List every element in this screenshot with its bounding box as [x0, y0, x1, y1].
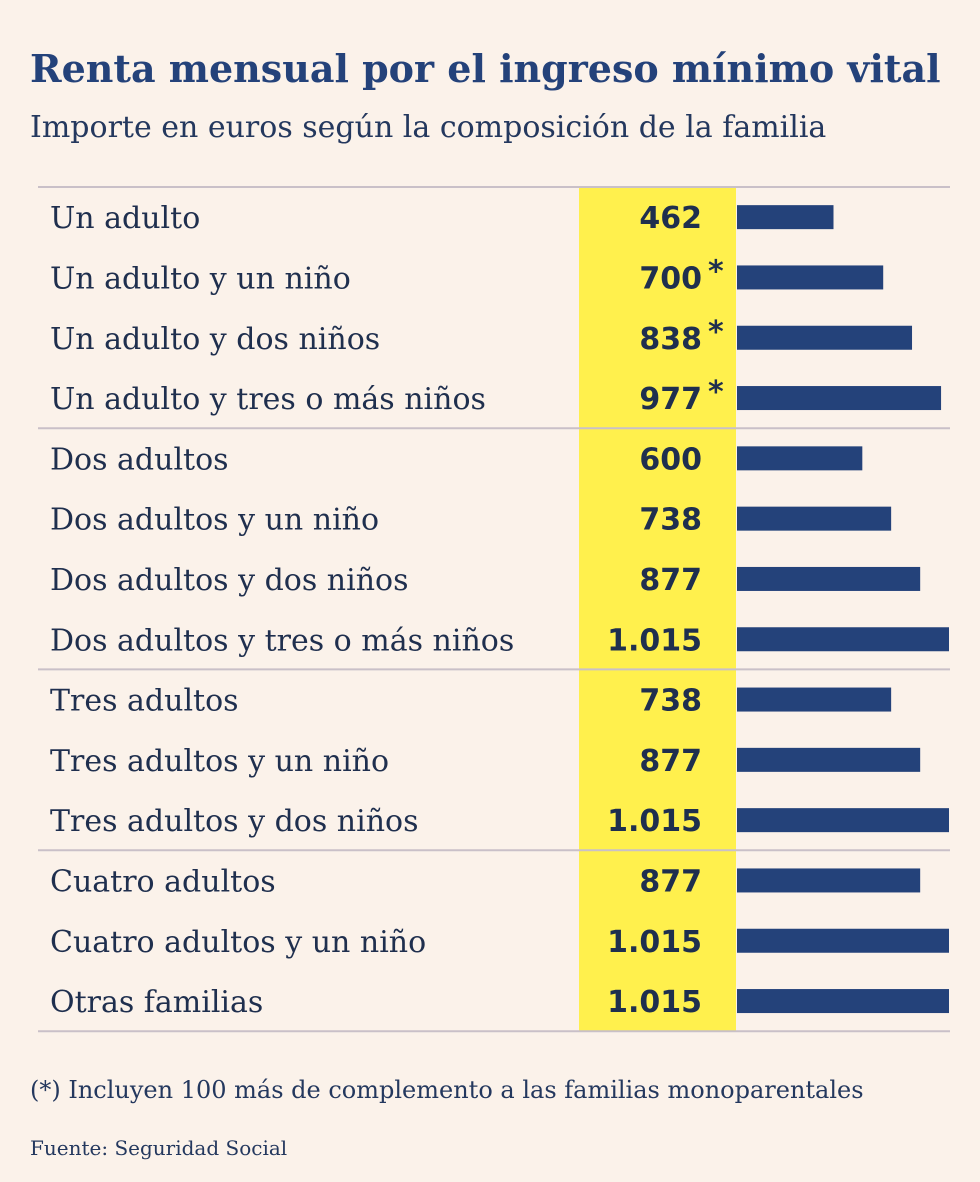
bar: [737, 627, 949, 652]
bar: [737, 747, 921, 772]
bar: [737, 446, 863, 471]
footnote: (*) Incluyen 100 más de complemento a la…: [30, 1076, 864, 1104]
bar: [737, 808, 949, 833]
category-label: Tres adultos y un niño: [50, 744, 389, 779]
category-label: Cuatro adultos: [50, 864, 276, 899]
bar: [737, 386, 942, 411]
bar: [737, 868, 921, 893]
bar: [737, 506, 892, 531]
category-label: Un adulto y dos niños: [50, 322, 380, 357]
category-label: Otras familias: [50, 985, 263, 1020]
bar: [737, 265, 884, 290]
category-label: Tres adultos y dos niños: [50, 804, 418, 839]
value-column-highlight: [579, 187, 736, 1032]
asterisk-marker: *: [708, 315, 724, 350]
bar: [737, 566, 921, 591]
category-label: Un adulto: [50, 201, 200, 236]
value-label: 1.015: [607, 804, 702, 839]
category-label: Un adulto y un niño: [50, 261, 351, 296]
value-label: 1.015: [607, 985, 702, 1020]
chart-title: Renta mensual por el ingreso mínimo vita…: [30, 46, 941, 91]
value-label: 1.015: [607, 925, 702, 960]
category-label: Dos adultos y un niño: [50, 503, 379, 538]
value-label: 877: [639, 563, 702, 598]
bar: [737, 205, 834, 230]
value-label: 838: [639, 322, 702, 357]
bar: [737, 928, 949, 953]
value-label: 877: [639, 864, 702, 899]
bar: [737, 325, 913, 350]
category-label: Dos adultos: [50, 442, 229, 477]
value-label: 462: [639, 201, 702, 236]
value-label: 600: [639, 442, 702, 477]
bar: [737, 989, 949, 1014]
value-label: 977: [639, 382, 702, 417]
category-label: Dos adultos y dos niños: [50, 563, 408, 598]
value-label: 738: [639, 684, 702, 719]
category-label: Tres adultos: [50, 684, 239, 719]
source-note: Fuente: Seguridad Social: [30, 1136, 288, 1160]
value-label: 877: [639, 744, 702, 779]
value-label: 700: [639, 261, 702, 296]
asterisk-marker: *: [708, 254, 724, 289]
value-label: 1.015: [607, 623, 702, 658]
chart-subtitle: Importe en euros según la composición de…: [30, 110, 827, 145]
category-label: Dos adultos y tres o más niños: [50, 623, 514, 658]
bar: [737, 687, 892, 712]
value-label: 738: [639, 503, 702, 538]
category-label: Un adulto y tres o más niños: [50, 382, 486, 417]
category-label: Cuatro adultos y un niño: [50, 925, 426, 960]
asterisk-marker: *: [708, 375, 724, 410]
